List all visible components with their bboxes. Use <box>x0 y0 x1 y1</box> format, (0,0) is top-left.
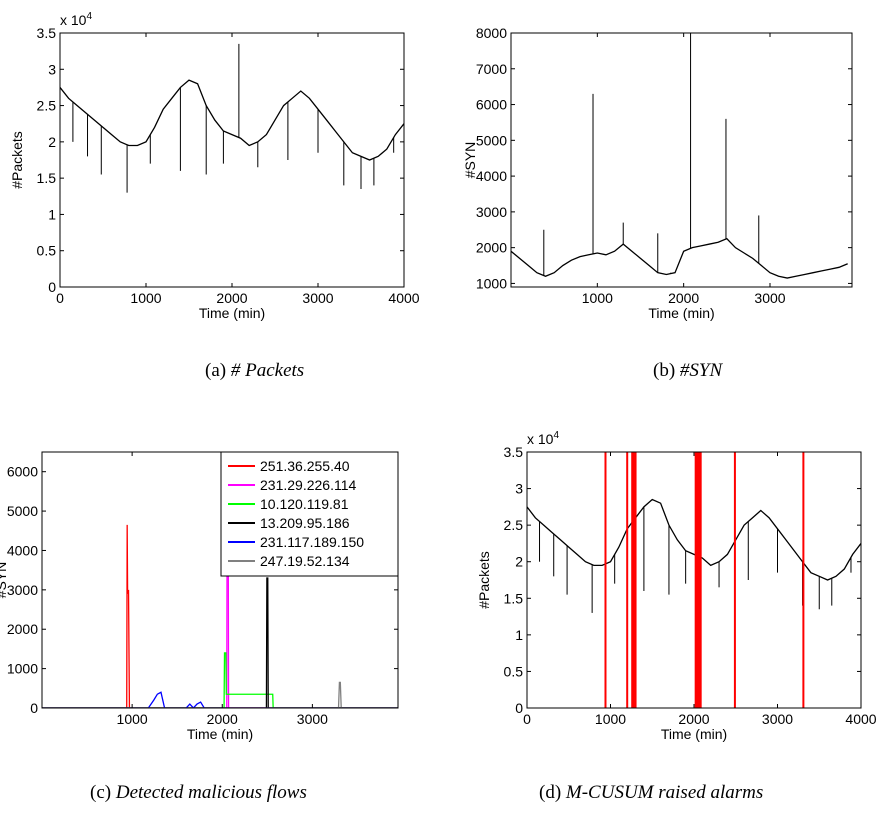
x-tick-label-d-1: 1000 <box>595 711 626 727</box>
series-line-c-4 <box>42 691 398 708</box>
x-tick-label-a-4: 4000 <box>388 290 419 306</box>
plot-area-b <box>511 33 848 279</box>
x-tick-label-a-1: 1000 <box>130 290 161 306</box>
y-tick-label-a-6: 3 <box>48 61 56 77</box>
chart-b: 1000 2000 3000 1000 2000 3000 4000 5000 6000 7000… <box>462 25 853 321</box>
x-axis-label-a: Time (min) <box>199 305 265 321</box>
x-tick-label-c-2: 3000 <box>297 711 328 727</box>
y-axis-label-d: #Packets <box>476 551 492 609</box>
y-tick-label-b-6: 7000 <box>476 61 507 77</box>
y-tick-label-d-7: 3.5 <box>504 444 524 460</box>
y-tick-label-b-7: 8000 <box>476 25 507 41</box>
axes-box-a <box>59 32 405 288</box>
chart-a: 0 1000 2000 3000 4000 0 0.5 1 1.5 2 2.5 3 3.5 Time (m… <box>9 11 420 321</box>
caption-a: (a) # Packets <box>205 360 304 382</box>
chart-d: 0 1000 2000 3000 4000 0 0.5 1 1.5 2 2.5 3 3.5 Time (m… <box>476 430 877 742</box>
y-tick-label-a-0: 0 <box>48 279 56 295</box>
y-tick-label-d-6: 3 <box>515 481 523 497</box>
series-line-c-2 <box>42 652 398 708</box>
x-axis-label-c: Time (min) <box>187 726 253 742</box>
y-tick-label-c-3: 3000 <box>7 582 38 598</box>
y-axis-label-a: #Packets <box>9 131 25 189</box>
y-tick-label-a-5: 2.5 <box>37 98 57 114</box>
exponent-label-a: x 104 <box>60 11 92 28</box>
caption-a-label: (a) <box>205 360 227 381</box>
exponent-label-d: x 104 <box>527 430 559 447</box>
x-tick-label-d-0: 0 <box>523 711 531 727</box>
legend-label-0: 251.36.255.40 <box>260 458 350 474</box>
legend-label-4: 231.117.189.150 <box>260 534 364 550</box>
caption-b-label: (b) <box>653 360 676 381</box>
series-line-c-0 <box>42 524 398 708</box>
x-tick-label-b-0: 1000 <box>582 290 613 306</box>
plot-area-c <box>42 452 398 708</box>
x-tick-label-b-1: 2000 <box>668 290 699 306</box>
y-tick-label-c-2: 2000 <box>7 621 38 637</box>
y-tick-label-c-1: 1000 <box>7 661 38 677</box>
x-tick-label-b-2: 3000 <box>754 290 785 306</box>
y-tick-label-a-1: 0.5 <box>37 243 57 259</box>
y-tick-label-c-6: 6000 <box>7 464 38 480</box>
y-tick-label-d-4: 2 <box>515 554 523 570</box>
caption-c-text: Detected malicious flows <box>115 782 307 803</box>
x-axis-label-b: Time (min) <box>648 305 714 321</box>
x-tick-label-c-0: 1000 <box>117 711 148 727</box>
plot-area-a <box>60 43 404 193</box>
x-tick-label-d-3: 3000 <box>762 711 793 727</box>
y-tick-label-a-3: 1.5 <box>37 170 57 186</box>
axes-box-d <box>526 451 862 709</box>
y-tick-label-d-5: 2.5 <box>504 517 524 533</box>
legend: 251.36.255.40 231.29.226.114 10.120.119.81… <box>220 451 399 577</box>
x-tick-label-c-1: 2000 <box>207 711 238 727</box>
y-tick-label-d-2: 1 <box>515 627 523 643</box>
chart-c: 1000 2000 3000 0 1000 2000 3000 4000 5000 6000 Tim… <box>0 451 399 742</box>
y-tick-label-a-4: 2 <box>48 134 56 150</box>
x-axis-label-d: Time (min) <box>661 726 727 742</box>
y-tick-label-b-1: 2000 <box>476 240 507 256</box>
caption-d-text: M-CUSUM raised alarms <box>565 782 764 803</box>
y-tick-label-c-4: 4000 <box>7 542 38 558</box>
y-tick-label-b-0: 1000 <box>476 275 507 291</box>
legend-box <box>220 451 399 577</box>
y-tick-label-c-5: 5000 <box>7 503 38 519</box>
caption-d-label: (d) <box>539 782 562 803</box>
series-line-a-0 <box>60 79 404 161</box>
axes-box-b <box>510 32 853 288</box>
x-tick-label-a-3: 3000 <box>302 290 333 306</box>
caption-d: (d) M-CUSUM raised alarms <box>539 782 763 804</box>
y-tick-label-d-1: 0.5 <box>504 663 524 679</box>
legend-label-1: 231.29.226.114 <box>260 477 356 493</box>
y-tick-label-b-2: 3000 <box>476 204 507 220</box>
y-axis-label-c: #SYN <box>0 562 9 599</box>
y-tick-label-b-5: 6000 <box>476 97 507 113</box>
caption-b: (b) #SYN <box>653 360 722 382</box>
series-line-c-5 <box>42 681 398 708</box>
y-axis-label-b: #SYN <box>462 142 478 179</box>
x-tick-label-d-2: 2000 <box>678 711 709 727</box>
series-line-b-0 <box>511 237 848 279</box>
series-line-c-3 <box>42 577 398 708</box>
y-tick-label-d-3: 1.5 <box>504 590 524 606</box>
y-tick-label-b-3: 4000 <box>476 168 507 184</box>
legend-label-2: 10.120.119.81 <box>260 496 349 512</box>
x-tick-label-d-4: 4000 <box>845 711 876 727</box>
caption-c-label: (c) <box>90 782 112 803</box>
series-line-d-0 <box>527 498 861 581</box>
y-tick-label-c-0: 0 <box>30 700 38 716</box>
legend-label-5: 247.19.52.134 <box>260 553 350 569</box>
y-tick-label-a-7: 3.5 <box>37 25 57 41</box>
x-tick-label-a-2: 2000 <box>216 290 247 306</box>
caption-c: (c) Detected malicious flows <box>90 782 307 804</box>
caption-b-text: #SYN <box>679 360 723 381</box>
x-tick-label-a-0: 0 <box>56 290 64 306</box>
y-tick-label-b-4: 5000 <box>476 132 507 148</box>
caption-a-text: # Packets <box>230 360 305 381</box>
y-tick-label-d-0: 0 <box>515 700 523 716</box>
plot-area-d <box>527 452 861 708</box>
y-tick-label-a-2: 1 <box>48 206 56 222</box>
legend-label-3: 13.209.95.186 <box>260 515 350 531</box>
axes-box-c <box>41 451 399 709</box>
